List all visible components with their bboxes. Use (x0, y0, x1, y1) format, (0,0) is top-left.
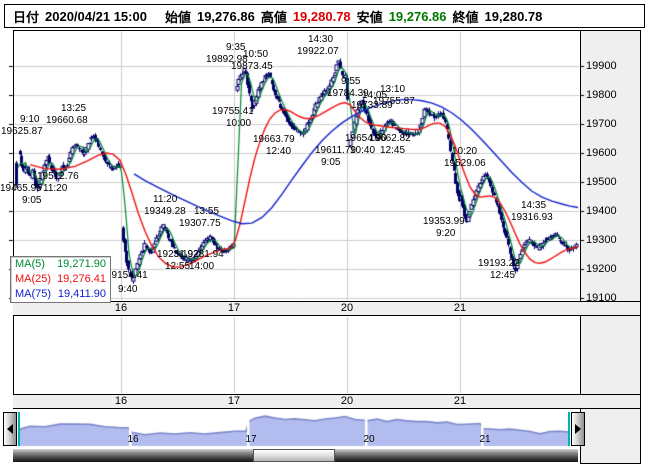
price-time-annotation: 9:20 (436, 228, 456, 239)
price-time-annotation: 9:40 (118, 284, 138, 295)
price-time-annotation: 13:55 (194, 206, 220, 217)
price-time-annotation: 12:55 (165, 261, 191, 272)
price-time-annotation: 19755.41 (212, 106, 254, 117)
ma-legend-row: MA(5) 19,271.90 (11, 257, 110, 272)
price-time-annotation: 19281.94 (182, 249, 224, 260)
navigator-date-label: 20 (363, 434, 375, 445)
price-time-annotation: 19349.28 (144, 206, 186, 217)
price-time-annotation: 19231.92 (157, 249, 199, 260)
navigator-date-label: 17 (245, 434, 257, 445)
navigator-scroll-right-button[interactable] (571, 412, 585, 446)
ma-legend-label: MA(5) (15, 258, 45, 270)
price-time-annotation: 14:35 (521, 200, 547, 211)
price-time-annotation: 19733.89 (351, 100, 393, 111)
ma-legend-value: 19,271.90 (57, 258, 106, 270)
ma-legend-row: MA(25) 19,276.41 (11, 272, 110, 287)
price-time-annotation: 19611.79 (315, 145, 356, 156)
left-arrow-icon (7, 424, 13, 434)
price-time-annotation: 14:05 (362, 90, 388, 101)
price-time-annotation: 19755.87 (373, 96, 415, 107)
navigator-range-handle-left[interactable] (18, 412, 20, 446)
price-time-annotation: 12:45 (380, 145, 406, 156)
price-time-annotation: 19663.79 (253, 134, 295, 145)
price-time-annotation: 19625.87 (1, 126, 43, 137)
horizontal-scrollbar-thumb[interactable] (253, 449, 335, 462)
ma-legend-row: MA(75) 19,411.90 (11, 287, 110, 302)
price-time-annotation: 11:20 (153, 194, 178, 205)
horizontal-scrollbar-track[interactable] (13, 449, 578, 462)
navigator-date-label: 21 (479, 434, 491, 445)
price-time-annotation: 10:50 (243, 49, 269, 60)
price-time-annotation: 13:10 (380, 84, 406, 95)
price-time-annotation: 12:45 (490, 270, 516, 281)
price-time-annotation: 19307.75 (179, 218, 221, 229)
price-time-annotation: 11:20 (43, 183, 68, 194)
ma-legend-label: MA(25) (15, 273, 52, 285)
price-time-annotation: 19353.99 (423, 216, 465, 227)
price-time-annotation: 19873.45 (231, 61, 273, 72)
price-time-annotation: 13:25 (61, 103, 87, 114)
price-time-annotation: 19654.90 (345, 133, 387, 144)
price-time-annotation: 19922.07 (297, 46, 339, 57)
price-time-annotation: 19784.39 (327, 88, 369, 99)
price-time-annotation: 19662.82 (369, 133, 411, 144)
price-time-annotation: 9:55 (341, 76, 361, 87)
price-time-annotation: 9:05 (22, 195, 42, 206)
ma-legend-value: 19,276.41 (57, 273, 106, 285)
price-time-annotation: 19154.41 (106, 270, 148, 281)
navigator-scroll-left-button[interactable] (3, 412, 17, 446)
price-time-annotation: 12:40 (266, 146, 292, 157)
price-time-annotation: 14:30 (308, 34, 334, 45)
navigator-date-label: 16 (127, 434, 139, 445)
price-time-annotation: 10:20 (452, 146, 478, 157)
price-time-annotation: 19465.95 (0, 183, 42, 194)
price-time-annotation: 9:10 (20, 114, 40, 125)
ma-legend-value: 19,411.90 (57, 288, 106, 300)
ma-legend-label: MA(75) (15, 288, 52, 300)
price-time-annotation: 10:40 (350, 145, 376, 156)
ma-legend: MA(5) 19,271.90 MA(25) 19,276.41 MA(75) 19,41… (10, 256, 111, 303)
price-time-annotation: 19892.98 (206, 54, 248, 65)
right-arrow-icon (575, 424, 581, 434)
price-time-annotation: 10:00 (226, 118, 252, 129)
price-time-annotation: 19512.76 (37, 171, 79, 182)
navigator-range-handle-right[interactable] (568, 412, 570, 446)
price-time-annotation: 19529.06 (444, 158, 486, 169)
price-time-annotation: 19660.68 (46, 115, 88, 126)
price-time-annotation: 9:35 (226, 42, 246, 53)
price-time-annotation: 14:00 (189, 261, 215, 272)
price-time-annotation: 19316.93 (511, 212, 553, 223)
price-time-annotation: 9:05 (321, 157, 341, 168)
price-time-annotation: 19193.22 (478, 258, 520, 269)
